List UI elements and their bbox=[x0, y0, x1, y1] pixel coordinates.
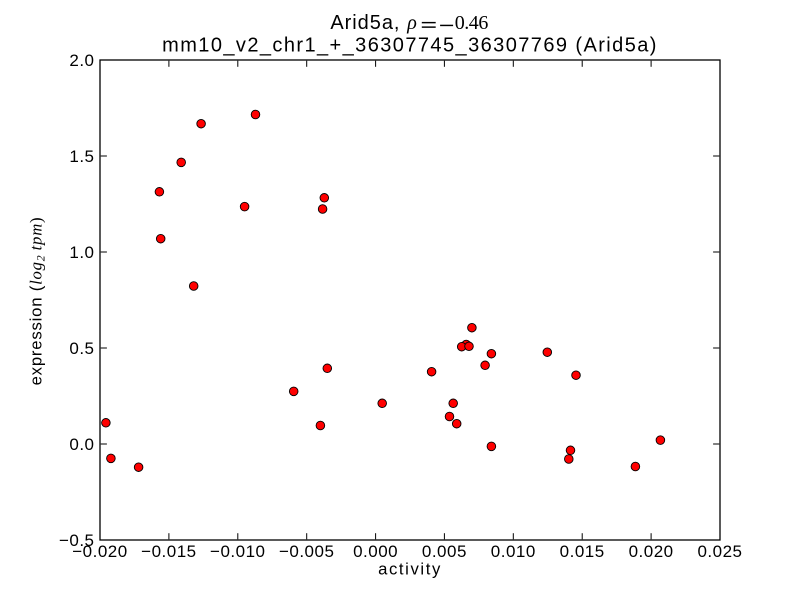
svg-text:mm10_v2_chr1_+_36307745_363077: mm10_v2_chr1_+_36307745_36307769 (Arid5a… bbox=[162, 35, 658, 57]
svg-text:−0.5: −0.5 bbox=[59, 531, 95, 550]
svg-text:Arid5a,: Arid5a, bbox=[330, 12, 400, 34]
svg-text:0.010: 0.010 bbox=[491, 542, 536, 561]
svg-text:1.5: 1.5 bbox=[69, 147, 94, 166]
svg-text:−0.005: −0.005 bbox=[279, 542, 334, 561]
svg-text:0.0: 0.0 bbox=[69, 435, 94, 454]
svg-text:expression (log2 tpm): expression (log2 tpm) bbox=[27, 217, 48, 386]
svg-text:activity: activity bbox=[378, 560, 442, 579]
svg-text:−0.010: −0.010 bbox=[210, 542, 265, 561]
svg-text:1.0: 1.0 bbox=[69, 243, 94, 262]
svg-text:0.025: 0.025 bbox=[697, 542, 742, 561]
svg-text:0.020: 0.020 bbox=[629, 542, 674, 561]
svg-text:0.46: 0.46 bbox=[455, 12, 489, 34]
svg-text:−0.015: −0.015 bbox=[141, 542, 196, 561]
svg-text:0.5: 0.5 bbox=[69, 339, 94, 358]
svg-text:0.005: 0.005 bbox=[422, 542, 467, 561]
svg-text:0.000: 0.000 bbox=[353, 542, 398, 561]
svg-text:2.0: 2.0 bbox=[69, 51, 94, 70]
svg-text:0.015: 0.015 bbox=[560, 542, 605, 561]
svg-text:−0.020: −0.020 bbox=[72, 542, 127, 561]
svg-text:ρ: ρ bbox=[406, 12, 417, 34]
